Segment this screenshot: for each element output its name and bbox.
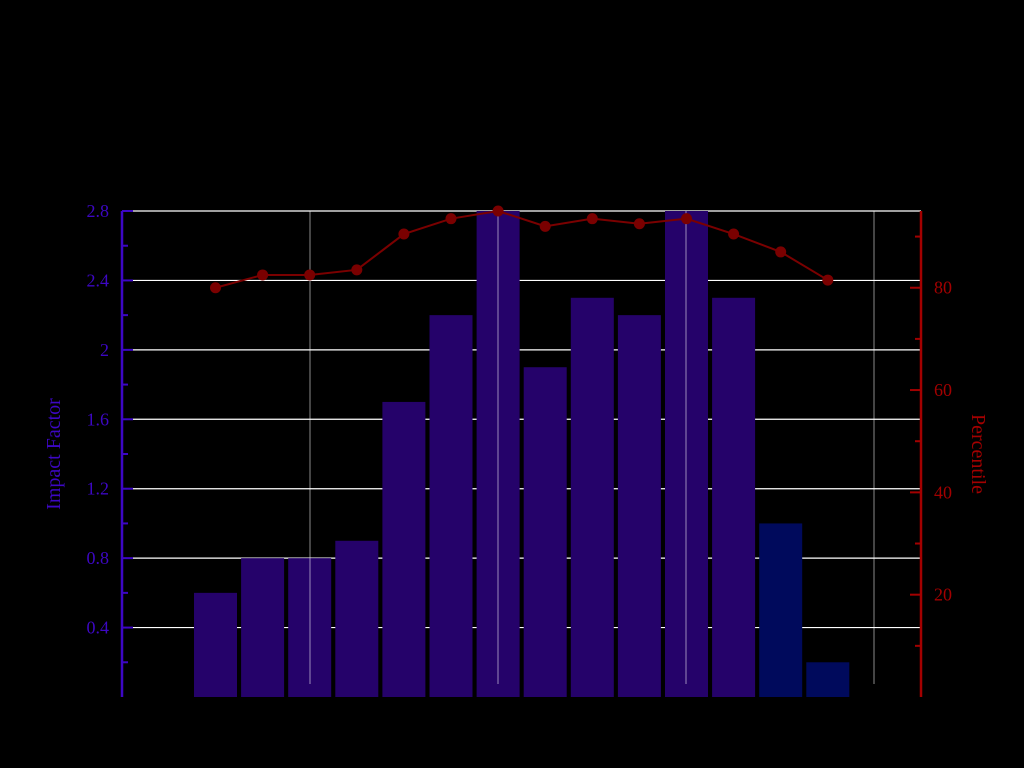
percentile-point (822, 274, 834, 286)
left-axis: 0.4 0.8 1.2 1.6 2 2.4 2.8 (87, 201, 133, 697)
bar (806, 662, 850, 697)
left-tick-label: 0.4 (87, 618, 110, 638)
right-tick-label: 80 (934, 278, 952, 298)
percentile-series-line (215, 209, 829, 289)
left-tick-label: 1.6 (87, 409, 110, 429)
left-tick-label: 2 (100, 340, 109, 360)
percentile-point (351, 264, 363, 276)
bar (712, 297, 756, 697)
percentile-point (539, 220, 551, 232)
percentile-point (681, 213, 692, 225)
percentile-point (492, 205, 504, 217)
bar (335, 540, 379, 697)
bar (194, 592, 237, 697)
right-tick-label: 40 (934, 482, 952, 502)
percentile-point (210, 282, 221, 294)
right-axis-title: Percentile (967, 414, 989, 494)
bar (665, 211, 708, 697)
bars (194, 211, 850, 697)
percentile-point (398, 228, 410, 240)
percentile-point (728, 228, 740, 240)
vertical-grid (309, 211, 875, 684)
percentile-point (633, 218, 645, 230)
bar (429, 315, 473, 697)
bar (523, 367, 567, 697)
bar (382, 401, 426, 697)
left-tick-label: 2.4 (87, 270, 110, 290)
percentile-point (257, 269, 269, 281)
bar (617, 315, 661, 697)
left-axis-title: Impact Factor (43, 398, 65, 510)
bar (759, 523, 803, 697)
bar (476, 211, 520, 697)
bar (241, 558, 285, 697)
bar (570, 297, 614, 697)
left-tick-label: 0.8 (87, 548, 110, 568)
percentile-point (586, 213, 598, 225)
left-tick-label: 1.2 (87, 479, 110, 499)
percentile-line (210, 205, 834, 294)
right-tick-label: 20 (934, 585, 952, 605)
percentile-point (445, 213, 457, 225)
right-tick-label: 60 (934, 380, 952, 400)
bar (288, 558, 332, 697)
percentile-point (304, 269, 316, 281)
left-tick-label: 2.8 (87, 201, 110, 221)
right-axis: 20 40 60 80 (910, 211, 952, 697)
percentile-point (775, 246, 787, 258)
